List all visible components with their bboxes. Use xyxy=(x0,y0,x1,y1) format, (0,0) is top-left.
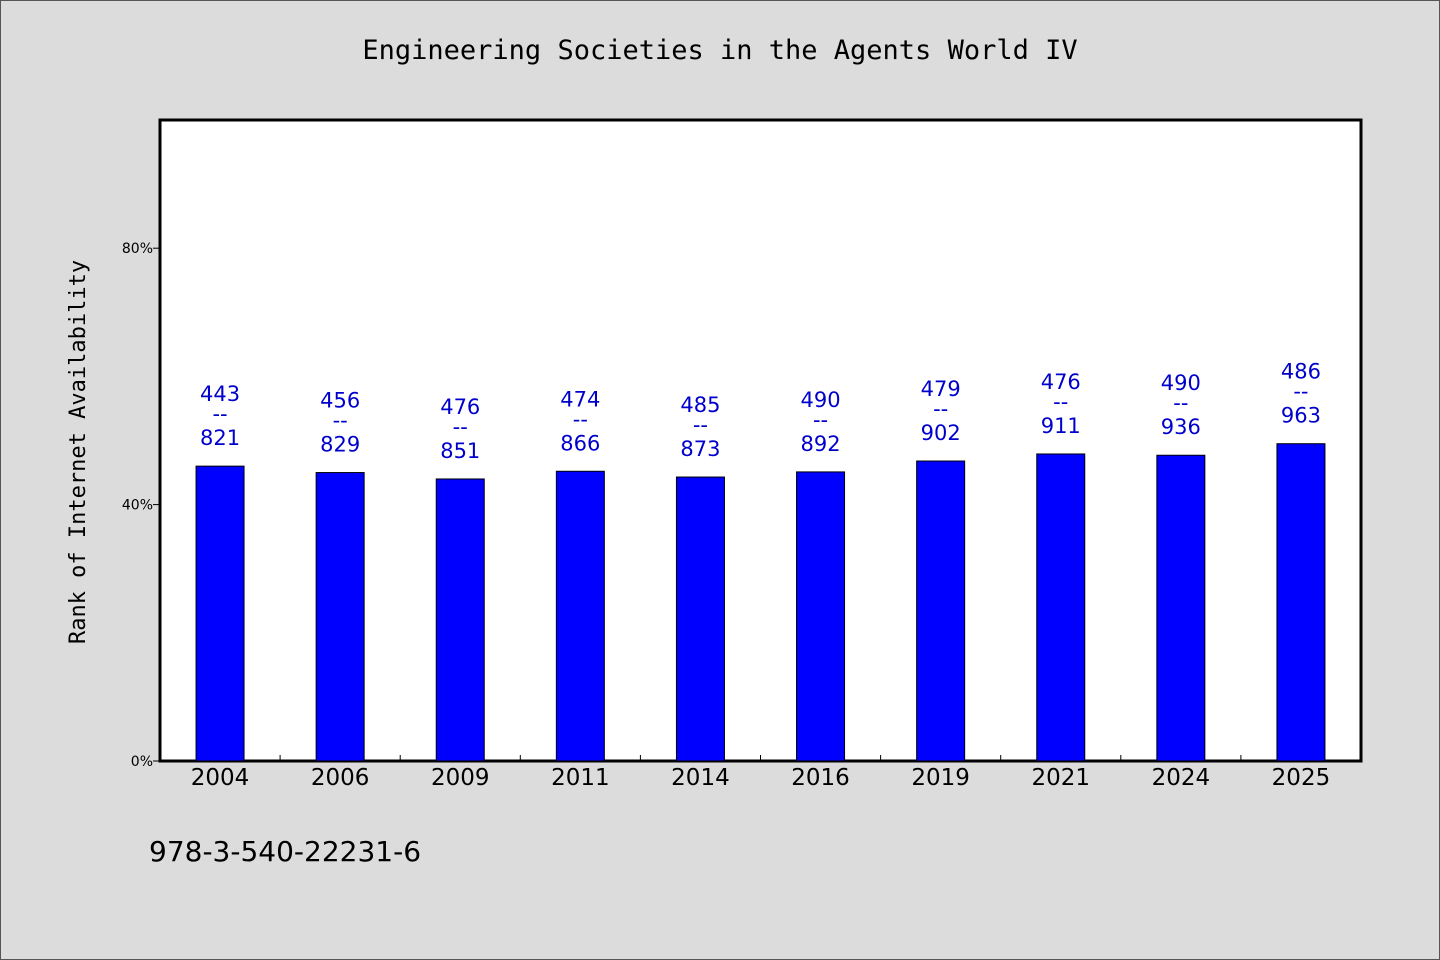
y-tick-label: 40% xyxy=(122,498,153,514)
data-label-separator: -- xyxy=(333,409,348,433)
data-label-top: 485 xyxy=(680,393,720,417)
data-label-bottom: 936 xyxy=(1161,415,1201,439)
data-label-bottom: 911 xyxy=(1041,414,1081,438)
data-label-top: 490 xyxy=(801,388,841,412)
data-label-separator: -- xyxy=(1293,380,1308,404)
x-category-label: 2024 xyxy=(1152,765,1211,791)
data-label-bottom: 892 xyxy=(801,432,841,456)
data-label-top: 476 xyxy=(1041,370,1081,394)
data-label-separator: -- xyxy=(1053,390,1068,414)
x-category-label: 2016 xyxy=(791,765,850,791)
x-category-label: 2011 xyxy=(551,765,610,791)
data-label-top: 479 xyxy=(921,377,961,401)
data-label-bottom: 873 xyxy=(680,437,720,461)
data-label-separator: -- xyxy=(573,407,588,431)
data-label-separator: -- xyxy=(212,402,227,426)
data-label-separator: -- xyxy=(813,408,828,432)
y-tick-label: 0% xyxy=(131,754,153,770)
x-category-label: 2009 xyxy=(431,765,490,791)
bar xyxy=(916,460,966,762)
data-label-bottom: 851 xyxy=(440,439,480,463)
data-label-bottom: 821 xyxy=(200,426,240,450)
data-label-top: 443 xyxy=(200,382,240,406)
data-label-bottom: 963 xyxy=(1281,404,1321,428)
data-label-separator: -- xyxy=(1173,391,1188,415)
chart-title: Engineering Societies in the Agents Worl… xyxy=(362,35,1078,66)
data-label-bottom: 866 xyxy=(560,431,600,455)
x-category-label: 2014 xyxy=(671,765,730,791)
data-label-top: 474 xyxy=(560,387,600,411)
y-axis-label: Rank of Internet Availability xyxy=(66,260,91,644)
x-category-label: 2025 xyxy=(1272,765,1331,791)
x-category-label: 2006 xyxy=(311,765,370,791)
data-label-top: 456 xyxy=(320,389,360,413)
data-label-separator: -- xyxy=(933,397,948,421)
bar xyxy=(675,476,725,762)
bar xyxy=(555,470,605,762)
data-label-separator: -- xyxy=(453,415,468,439)
data-label-bottom: 829 xyxy=(320,433,360,457)
data-label-top: 486 xyxy=(1281,360,1321,384)
bar xyxy=(1276,443,1326,762)
x-category-label: 2004 xyxy=(191,765,250,791)
bar xyxy=(796,471,846,762)
data-label-bottom: 902 xyxy=(921,421,961,445)
bar xyxy=(1156,454,1206,762)
data-label-top: 490 xyxy=(1161,371,1201,395)
bar xyxy=(435,478,485,762)
bar xyxy=(1036,453,1086,762)
y-tick-label: 80% xyxy=(122,241,153,257)
bar xyxy=(195,465,245,762)
data-label-separator: -- xyxy=(693,413,708,437)
x-category-label: 2021 xyxy=(1031,765,1090,791)
bar xyxy=(315,472,365,762)
x-category-label: 2019 xyxy=(911,765,970,791)
data-label-top: 476 xyxy=(440,395,480,419)
isbn-label: 978-3-540-22231-6 xyxy=(149,835,422,868)
